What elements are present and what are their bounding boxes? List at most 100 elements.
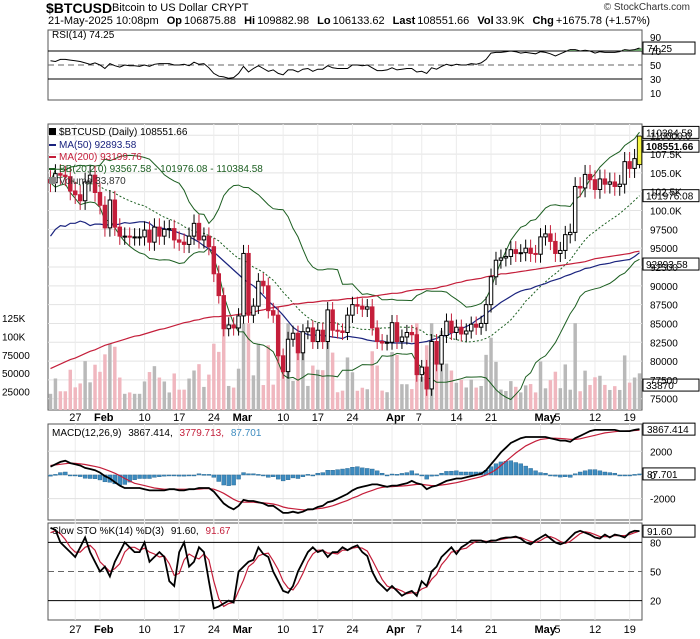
macd-histogram-bar bbox=[112, 474, 118, 485]
last-value: 108551.66 bbox=[417, 15, 470, 27]
date-tick-label: 7 bbox=[416, 624, 422, 636]
candle-body bbox=[459, 326, 464, 335]
candle-body bbox=[186, 235, 192, 245]
macd-histogram-bar bbox=[454, 470, 459, 476]
macd-histogram-bar bbox=[266, 474, 271, 478]
candle-body bbox=[241, 252, 246, 317]
date-tick-label: 24 bbox=[208, 412, 220, 424]
date-tick-label: 17 bbox=[312, 412, 324, 424]
macd-histogram-bar bbox=[48, 474, 53, 477]
macd-histogram-bar bbox=[290, 474, 296, 479]
price-tick-label: 107.5K bbox=[650, 150, 682, 161]
macd-histogram-bar bbox=[315, 472, 320, 476]
candle-body bbox=[162, 228, 167, 237]
volume-value-tag: 33870 bbox=[646, 381, 674, 392]
instrument-name: Bitcoin to US Dollar bbox=[112, 2, 208, 14]
date-tick-label: 19 bbox=[624, 412, 636, 424]
volume-bar bbox=[380, 390, 384, 410]
macd-histogram-bar bbox=[553, 474, 558, 477]
candle-body bbox=[142, 229, 147, 238]
macd-histogram-bar bbox=[191, 474, 197, 477]
price-tick-label: 100.0K bbox=[650, 207, 682, 218]
date-tick-label: 12 bbox=[589, 412, 601, 424]
macd-histogram-bar bbox=[637, 473, 642, 476]
macd-histogram-bar bbox=[607, 472, 613, 476]
macd-histogram-bar bbox=[167, 474, 172, 477]
bb-middle-value-tag-box bbox=[642, 189, 700, 203]
open-label: Op bbox=[166, 15, 183, 27]
stochastic-d-legend-value: 91.67 bbox=[205, 526, 230, 537]
copyright-label[interactable]: © StockCharts.com bbox=[603, 2, 690, 13]
macd-histogram-bar bbox=[374, 470, 380, 476]
candle-body bbox=[533, 252, 538, 255]
macd-histogram-bar bbox=[528, 468, 533, 476]
candle-body bbox=[320, 329, 325, 343]
date-tick-label: 17 bbox=[173, 412, 185, 424]
macd-histogram-bar bbox=[251, 473, 256, 476]
candle-body bbox=[374, 327, 380, 343]
candle-body bbox=[567, 231, 573, 236]
price-tick-label: 90000 bbox=[650, 282, 678, 293]
macd-tick-label: 0 bbox=[650, 471, 656, 482]
macd-histogram-bar bbox=[231, 474, 236, 486]
quote-stats: 21-May-2025 10:08pm Op 106875.88 Hi 109882… bbox=[46, 15, 650, 27]
volume-value: 33.9K bbox=[495, 15, 525, 27]
volume-bar bbox=[543, 388, 548, 410]
macd-tick-label: 2000 bbox=[650, 447, 673, 458]
macd-histogram-bar bbox=[162, 474, 167, 477]
candle-body bbox=[394, 322, 400, 343]
candle-body bbox=[181, 241, 187, 245]
volume-bar bbox=[632, 377, 637, 410]
price-tick-label: 85000 bbox=[650, 319, 678, 330]
candle-body bbox=[592, 179, 598, 190]
volume-bar bbox=[142, 381, 147, 410]
stochastic-tick-label: 20 bbox=[650, 597, 662, 608]
candle-body bbox=[102, 204, 108, 229]
macd-histogram-bar bbox=[92, 474, 98, 479]
volume-bar bbox=[197, 364, 201, 410]
grid-lines bbox=[48, 124, 642, 620]
candle-body bbox=[335, 329, 340, 332]
volume-bar bbox=[261, 385, 266, 410]
candle-body bbox=[355, 304, 360, 307]
macd-histogram-bar bbox=[508, 460, 514, 476]
volume-bar bbox=[410, 389, 414, 410]
volume-bar bbox=[167, 392, 172, 410]
date-tick-label: 27 bbox=[69, 624, 81, 636]
macd-histogram-bar bbox=[132, 474, 137, 480]
volume-bar bbox=[464, 387, 469, 410]
candle-body bbox=[132, 236, 137, 239]
macd-histogram-bar bbox=[449, 470, 454, 476]
macd-histogram-bar bbox=[543, 472, 548, 476]
volume-bar bbox=[73, 387, 77, 410]
volume-bar bbox=[202, 386, 206, 410]
volume-bar bbox=[93, 364, 97, 410]
macd-histogram-bar bbox=[572, 473, 578, 476]
macd-histogram-bar bbox=[568, 474, 573, 478]
candle-body bbox=[211, 246, 217, 275]
macd-histogram-bar bbox=[172, 474, 177, 477]
date-tick-label: 21 bbox=[485, 412, 497, 424]
candle-body bbox=[597, 178, 603, 190]
volume-bar bbox=[395, 354, 399, 410]
macd-signal-line bbox=[50, 429, 640, 511]
ticker-symbol[interactable]: $BTCUSD bbox=[46, 0, 113, 16]
date-tick-label: May bbox=[535, 624, 557, 636]
candle-body bbox=[622, 161, 627, 185]
candle-body bbox=[558, 249, 563, 254]
candle-body bbox=[246, 252, 251, 316]
volume-bar bbox=[113, 346, 117, 410]
macd-histogram-bar bbox=[285, 474, 291, 480]
ma200-line bbox=[50, 250, 640, 370]
volume-bar bbox=[523, 385, 528, 410]
volume-bar bbox=[385, 392, 389, 410]
macd-histogram-bar bbox=[439, 472, 444, 476]
stochastic-pane: 91.60 bbox=[48, 524, 696, 610]
macd-hist-legend-value: 87.701 bbox=[231, 428, 262, 439]
candle-body bbox=[360, 305, 365, 310]
volume-bar bbox=[622, 355, 627, 410]
volume-bar bbox=[182, 389, 186, 410]
ma-value-tag: 92893.58 bbox=[646, 260, 688, 271]
candle-body bbox=[365, 306, 370, 310]
